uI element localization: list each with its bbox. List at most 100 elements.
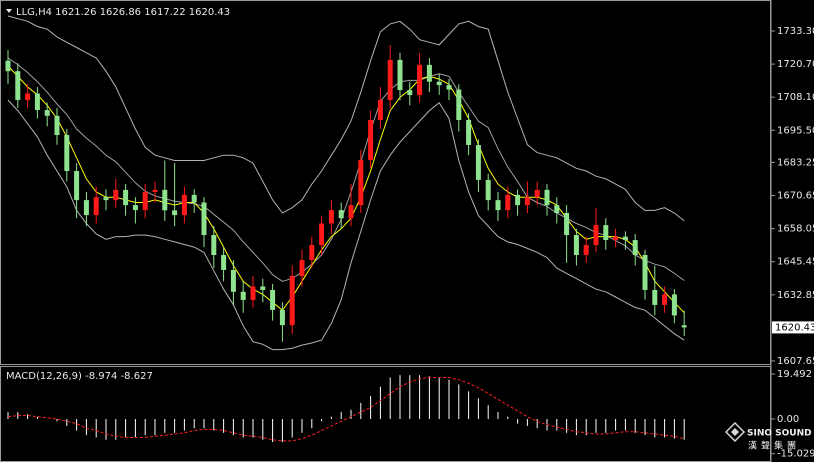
candle-body	[397, 59, 403, 91]
candle-body	[642, 255, 648, 290]
candle-body	[632, 240, 638, 256]
candle-body	[485, 179, 491, 201]
candle-body	[34, 93, 40, 111]
candle-body	[15, 71, 21, 101]
y-tick-label: 1658.05	[777, 224, 814, 235]
candle-body	[495, 200, 501, 211]
logo-name: SINO SOUND	[747, 429, 812, 439]
candle-body	[44, 110, 50, 116]
candle-body	[681, 325, 687, 328]
macd-title: MACD(12,26,9)	[6, 371, 82, 382]
macd-value: -8.974	[85, 371, 117, 382]
high-value: 1626.86	[100, 7, 141, 18]
candle-body	[515, 194, 521, 206]
macd-header: MACD(12,26,9) -8.974 -8.627	[6, 371, 153, 382]
candle-body	[181, 194, 187, 216]
candle-body	[289, 276, 295, 326]
candle-body	[260, 286, 266, 290]
menu-arrow[interactable]	[6, 9, 12, 13]
candle-body	[583, 245, 589, 256]
candle-body	[387, 59, 393, 101]
candle-body	[466, 120, 472, 145]
candle-body	[83, 200, 89, 216]
candle-body	[662, 294, 668, 305]
y-tick-label: 1670.65	[777, 191, 814, 202]
close-value: 1620.43	[189, 7, 230, 18]
candle-body	[64, 134, 70, 171]
candle-body	[211, 235, 217, 256]
candle-body	[309, 245, 315, 261]
candle-body	[613, 236, 619, 241]
logo-subtitle: 漢聲集團	[748, 440, 800, 452]
candle-body	[377, 100, 383, 121]
candle-body	[5, 60, 11, 72]
price-tag: 1620.43	[775, 322, 814, 333]
logo-icon	[724, 421, 746, 443]
candle-body	[279, 309, 285, 326]
candle-body	[172, 210, 178, 216]
low-value: 1617.22	[144, 7, 185, 18]
candle-body	[103, 197, 109, 201]
candle-body	[25, 93, 31, 101]
candle-body	[299, 260, 305, 277]
candle-body	[593, 225, 599, 246]
plot-area: 1733.30 1720.70 1708.10 1695.50 1683.25 1670.…	[5, 15, 814, 460]
y-tick-label: 1683.25	[777, 157, 814, 168]
candle-body	[436, 81, 442, 86]
candle-body	[113, 189, 119, 201]
candle-body	[162, 189, 168, 211]
candle-body	[417, 64, 423, 96]
candle-body	[671, 294, 677, 316]
candle-body	[328, 210, 334, 224]
y-tick-label: 1708.10	[777, 92, 814, 103]
candle-body	[564, 212, 570, 236]
candle-body	[475, 144, 481, 180]
candle-body	[230, 269, 236, 292]
candle-body	[221, 255, 227, 270]
y-tick-label: -15.029	[777, 449, 814, 460]
indicator-line	[7, 99, 685, 351]
candle-body	[544, 189, 550, 206]
price-tag-box	[772, 321, 814, 334]
candle-body	[93, 197, 99, 216]
candle-body	[622, 236, 628, 241]
signal-line	[7, 377, 685, 442]
candle-body	[142, 191, 148, 211]
y-tick-label: 1645.45	[777, 257, 814, 268]
candle-body	[132, 205, 138, 211]
open-value: 1621.26	[55, 7, 96, 18]
candle-body	[240, 291, 246, 300]
y-tick-label: 1695.50	[777, 125, 814, 136]
candle-body	[652, 289, 658, 305]
candle-body	[573, 235, 579, 256]
candle-body	[603, 225, 609, 241]
candle-body	[505, 194, 511, 211]
y-tick-label: 1607.65	[777, 356, 814, 367]
candle-body	[54, 115, 60, 135]
candle-body	[201, 202, 207, 236]
candle-body	[358, 159, 364, 206]
candle-body	[348, 205, 354, 219]
chart-header: LLG,H4 1621.26 1626.86 1617.22 1620.43	[16, 7, 230, 18]
candle-body	[123, 189, 129, 206]
candle-body	[456, 89, 462, 121]
logo-icon-core	[731, 428, 739, 436]
y-tick-label: 1720.70	[777, 59, 814, 70]
y-tick-label: 1632.85	[777, 290, 814, 301]
candle-body	[270, 289, 276, 310]
indicator-line	[7, 15, 685, 222]
candle-body	[250, 286, 256, 300]
candle-body	[407, 90, 413, 96]
candle-body	[524, 197, 530, 206]
candle-body	[338, 210, 344, 219]
candle-body	[446, 85, 452, 90]
candle-body	[368, 120, 374, 160]
indicator-line	[7, 57, 685, 282]
y-tick-label: 0.00	[777, 414, 799, 425]
candle-body	[554, 205, 560, 213]
candle-body	[191, 194, 197, 203]
candle-body	[74, 170, 80, 201]
signal-value: -8.627	[121, 371, 153, 382]
y-tick-label: 1733.30	[777, 26, 814, 37]
